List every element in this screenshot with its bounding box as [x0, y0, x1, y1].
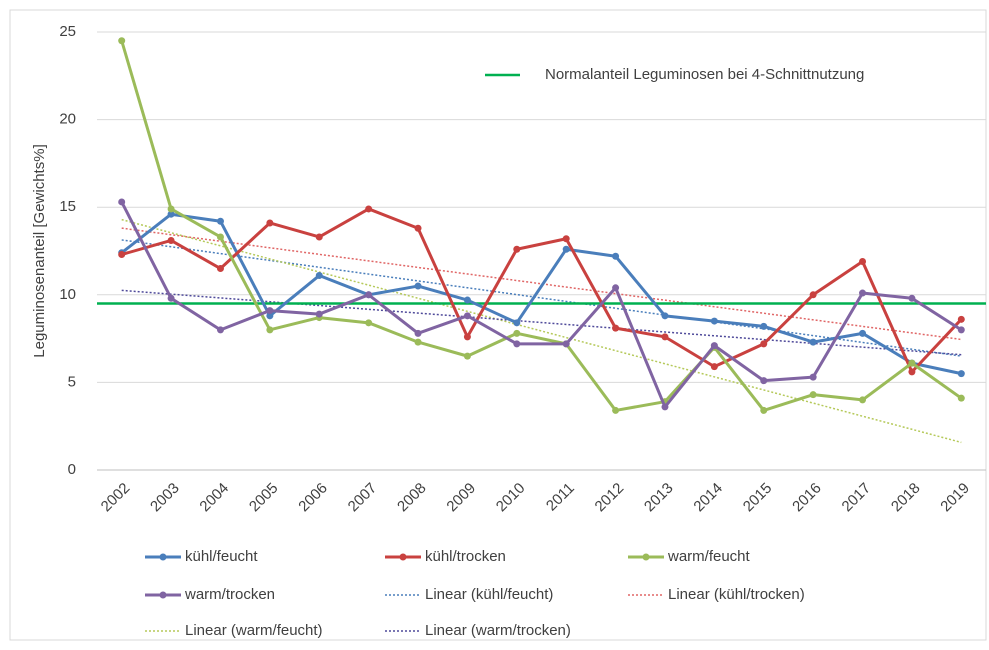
point — [612, 252, 620, 260]
point — [216, 326, 224, 334]
point — [859, 289, 867, 297]
point — [167, 236, 175, 244]
point — [414, 329, 422, 337]
legend-label: warm/feucht — [667, 548, 751, 565]
trend-line — [121, 218, 962, 444]
point — [612, 284, 620, 292]
trend-line — [121, 239, 962, 357]
point — [365, 291, 373, 299]
point — [266, 219, 274, 227]
point — [167, 205, 175, 213]
point — [908, 359, 916, 367]
legend-label: kühl/feucht — [185, 548, 258, 565]
point — [513, 329, 521, 337]
point — [315, 233, 323, 241]
y-axis-title: Leguminosenanteil [Gewichts%] — [31, 144, 48, 357]
point — [859, 329, 867, 337]
y-tick-label: 15 — [59, 198, 76, 215]
point — [266, 312, 274, 320]
point — [216, 233, 224, 241]
point — [710, 342, 718, 350]
point — [760, 340, 768, 348]
point — [513, 340, 521, 348]
y-tick-label: 20 — [59, 111, 76, 128]
point — [463, 312, 471, 320]
point — [118, 198, 126, 206]
legend-marker-dot — [159, 553, 167, 561]
point — [760, 377, 768, 385]
y-tick-label: 0 — [68, 461, 76, 478]
point — [414, 224, 422, 232]
legend-marker-dot — [399, 553, 407, 561]
point — [809, 291, 817, 299]
point — [118, 37, 126, 45]
point — [365, 205, 373, 213]
legend-label: Linear (kühl/trocken) — [668, 586, 805, 603]
point — [266, 307, 274, 315]
point — [118, 251, 126, 259]
y-tick-label: 10 — [59, 286, 76, 303]
point — [859, 258, 867, 266]
point — [315, 310, 323, 318]
legend-label: kühl/trocken — [425, 548, 506, 565]
legend-label: Linear (kühl/feucht) — [425, 586, 553, 603]
legend-marker-dot — [159, 591, 167, 599]
series-line — [121, 207, 963, 374]
legend-label: Linear (warm/feucht) — [185, 622, 323, 639]
point — [315, 272, 323, 280]
point — [612, 324, 620, 332]
point — [463, 296, 471, 304]
point — [365, 319, 373, 327]
chart-border — [9, 9, 987, 641]
point — [760, 406, 768, 414]
point — [760, 322, 768, 330]
y-tick-label: 25 — [59, 23, 76, 40]
point — [266, 326, 274, 334]
y-tick-label: 5 — [68, 373, 76, 390]
point — [414, 282, 422, 290]
point — [809, 373, 817, 381]
point — [463, 352, 471, 360]
point — [562, 235, 570, 243]
point — [562, 340, 570, 348]
point — [463, 333, 471, 341]
point — [562, 245, 570, 253]
point — [513, 319, 521, 327]
point — [216, 217, 224, 225]
point — [661, 333, 669, 341]
point — [710, 317, 718, 325]
point — [167, 294, 175, 302]
legend-label: warm/trocken — [184, 586, 275, 603]
series-line — [120, 212, 962, 376]
point — [809, 338, 817, 346]
point — [167, 210, 175, 218]
point — [957, 326, 965, 334]
point — [957, 370, 965, 378]
point — [661, 403, 669, 411]
trend-line — [121, 227, 962, 341]
point — [809, 391, 817, 399]
point — [908, 294, 916, 302]
point — [414, 338, 422, 346]
point — [908, 368, 916, 376]
legend-marker-dot — [642, 553, 650, 561]
point — [859, 396, 867, 404]
legend-label: Linear (warm/trocken) — [425, 622, 571, 639]
reference-legend-label: Normalanteil Leguminosen bei 4-Schnittnu… — [545, 66, 864, 83]
point — [513, 245, 521, 253]
point — [661, 312, 669, 320]
series-line — [120, 201, 963, 409]
point — [216, 265, 224, 273]
point — [710, 363, 718, 371]
point — [612, 406, 620, 414]
point — [957, 394, 965, 402]
point — [957, 315, 965, 323]
